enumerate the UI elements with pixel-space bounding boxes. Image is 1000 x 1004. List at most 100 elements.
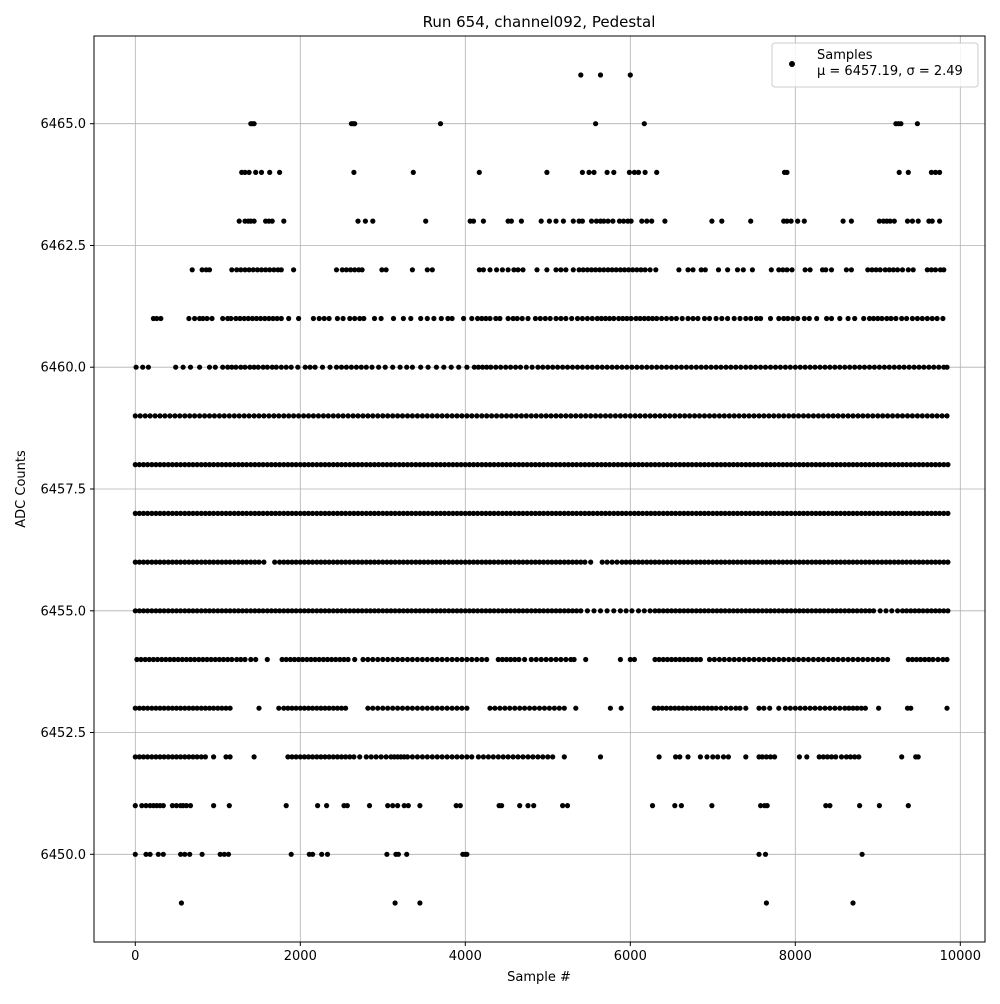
data-point [186, 705, 192, 711]
data-point [944, 364, 950, 370]
data-point [899, 315, 905, 322]
data-point [273, 364, 279, 370]
data-point [338, 559, 345, 565]
chart-title: Run 654, channel092, Pedestal [423, 13, 656, 31]
data-point [605, 218, 611, 224]
data-point [579, 315, 586, 322]
data-point [285, 462, 291, 468]
data-point [182, 608, 188, 614]
data-point [915, 754, 921, 760]
data-point [751, 559, 757, 565]
data-point [423, 218, 429, 224]
data-point [842, 364, 848, 370]
data-point [880, 656, 886, 663]
data-point [157, 559, 163, 565]
data-point [719, 315, 725, 322]
data-point [145, 364, 151, 370]
data-point [202, 559, 208, 565]
data-point [149, 559, 155, 565]
data-point [132, 705, 138, 711]
data-point [838, 608, 844, 614]
data-point [251, 413, 257, 419]
data-point [627, 413, 633, 419]
data-point [640, 462, 646, 468]
data-point [161, 510, 167, 516]
data-point [607, 462, 613, 468]
data-point [545, 364, 551, 370]
data-point [475, 559, 481, 565]
data-point [333, 364, 340, 370]
data-point [319, 851, 325, 857]
data-point [437, 608, 444, 614]
data-point [586, 462, 592, 468]
data-point [564, 803, 571, 809]
data-point [192, 413, 198, 419]
data-point [656, 608, 662, 614]
data-point [438, 315, 444, 322]
data-point [689, 559, 695, 565]
data-point [136, 510, 142, 516]
data-point [560, 364, 566, 370]
data-point [741, 413, 747, 419]
data-point [439, 413, 445, 419]
data-point [150, 656, 156, 663]
data-point [772, 364, 779, 370]
data-point [363, 608, 369, 614]
data-point [828, 315, 835, 322]
data-point [392, 608, 398, 614]
data-point [748, 364, 754, 370]
data-point [528, 462, 534, 468]
data-point [616, 315, 622, 322]
data-point [165, 705, 171, 711]
data-point [449, 315, 455, 322]
data-point [763, 754, 770, 760]
data-point [944, 656, 950, 663]
data-point [534, 267, 540, 273]
data-point [751, 510, 757, 516]
data-point [823, 803, 829, 809]
data-point [532, 608, 539, 614]
data-point [202, 510, 208, 516]
data-point [355, 413, 361, 419]
data-point [260, 510, 266, 516]
data-point [829, 608, 836, 614]
data-point [734, 559, 741, 565]
data-point [561, 705, 567, 711]
data-point [246, 413, 252, 419]
data-point [312, 364, 318, 370]
data-point [462, 510, 468, 516]
data-point [334, 315, 340, 322]
data-point [459, 656, 465, 663]
data-point [380, 705, 386, 711]
data-point [145, 559, 151, 565]
data-point [385, 656, 391, 663]
data-point [231, 608, 237, 614]
data-point [544, 169, 550, 175]
data-point [688, 705, 694, 711]
data-point [206, 413, 213, 419]
data-point [924, 413, 930, 419]
data-point [223, 754, 229, 760]
data-point [854, 510, 860, 516]
data-point [236, 218, 242, 224]
data-point [628, 218, 634, 224]
data-point [899, 559, 906, 565]
data-point [155, 851, 161, 857]
data-point [780, 559, 786, 565]
data-point [876, 218, 883, 224]
data-point [198, 510, 204, 516]
data-point [476, 267, 482, 273]
data-point [385, 803, 391, 809]
data-point [741, 656, 747, 663]
data-point [652, 462, 658, 468]
data-point [920, 559, 926, 565]
data-point [569, 364, 576, 370]
data-point [716, 656, 723, 663]
data-point [449, 413, 455, 419]
data-point [252, 608, 258, 614]
data-point [198, 705, 204, 711]
data-point [140, 754, 147, 760]
data-point [215, 559, 221, 565]
